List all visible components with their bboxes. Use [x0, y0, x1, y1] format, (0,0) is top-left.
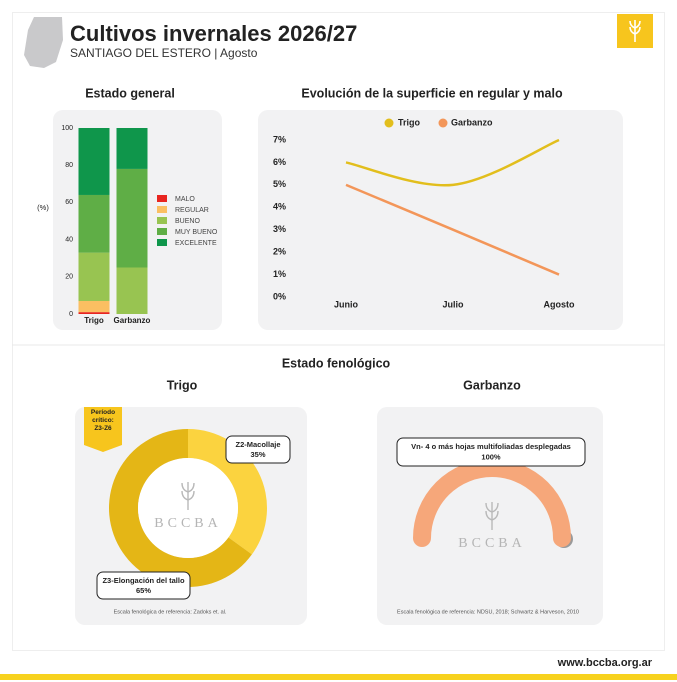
x-tick-label: Garbanzo	[114, 316, 151, 325]
y-tick-label: 0%	[273, 291, 286, 301]
callout-box	[96, 571, 191, 600]
legend-label: MUY BUENO	[175, 229, 218, 236]
callout-value: 100%	[481, 453, 501, 462]
y-tick-label: 7%	[273, 134, 286, 144]
bar-segment	[116, 168, 148, 268]
callout-value: 65%	[136, 586, 151, 595]
legend-label: EXCELENTE	[175, 240, 217, 247]
line	[345, 138, 560, 187]
callout-label: Z2-Macollaje	[235, 440, 280, 449]
frame	[12, 12, 665, 651]
note: Escala fenológica de referencia: Zadoks …	[114, 609, 227, 615]
gauge-arc	[413, 459, 571, 547]
chart-title: Trigo	[167, 378, 198, 392]
callout-label: Vn- 4 o más hojas multifoliadas desplega…	[411, 442, 571, 451]
watermark-icon	[181, 482, 195, 510]
legend-marker	[384, 118, 394, 128]
y-tick-label: 0	[69, 311, 73, 318]
bar-segment	[116, 267, 148, 314]
icon-grain	[181, 482, 195, 501]
legend-label: BUENO	[175, 218, 200, 225]
line	[345, 183, 560, 276]
legend-swatch	[157, 228, 167, 235]
x-tick-label: Julio	[442, 299, 464, 309]
page-subtitle: SANTIAGO DEL ESTERO | Agosto	[70, 46, 258, 60]
x-tick-label: Agosto	[544, 299, 575, 309]
legend-label: REGULAR	[175, 207, 209, 214]
icon-grain	[485, 502, 499, 521]
legend-marker	[438, 118, 448, 128]
legend-swatch	[157, 195, 167, 202]
note: Escala fenológica de referencia: NDSU, 2…	[397, 609, 579, 615]
y-tick-label: 4%	[273, 202, 286, 212]
callout-value: 35%	[250, 450, 265, 459]
province-map	[24, 17, 63, 68]
bar-segment	[78, 194, 110, 253]
legend-label: MALO	[175, 196, 195, 203]
watermark-icon	[485, 502, 499, 530]
bar-segment	[116, 128, 148, 169]
y-tick-label: 80	[65, 162, 73, 169]
footer-bar	[0, 674, 677, 680]
callout-label: Z3-Elongación del tallo	[102, 576, 185, 585]
annotation-flag	[84, 407, 122, 452]
y-tick-label: 3%	[273, 224, 286, 234]
callout-box	[225, 435, 291, 464]
y-tick-label: 40	[65, 236, 73, 243]
annotation-text: Período crítico: Z3-Z6	[90, 409, 116, 432]
y-axis-label: (%)	[37, 203, 49, 212]
bar-segment	[78, 128, 110, 195]
watermark: BCCBA	[458, 536, 525, 551]
chart-title: Evolución de la superficie en regular y …	[301, 86, 563, 100]
legend-label: Trigo	[398, 117, 421, 127]
x-tick-label: Trigo	[84, 316, 104, 325]
callout-box	[396, 437, 586, 467]
y-tick-label: 2%	[273, 247, 286, 257]
logo-wheat	[629, 20, 641, 42]
bar-segment	[78, 300, 110, 313]
legend-swatch	[157, 239, 167, 246]
pie-slice	[109, 429, 252, 587]
bar-segment	[78, 252, 110, 301]
page-title: Cultivos invernales 2026/27	[70, 21, 357, 46]
legend-label: Garbanzo	[451, 117, 493, 127]
y-tick-label: 5%	[273, 179, 286, 189]
bar-segment	[78, 312, 110, 314]
footer: www.bccba.org.ar	[557, 657, 653, 669]
watermark: BCCBA	[154, 516, 221, 531]
y-tick-label: 6%	[273, 157, 286, 167]
chart-title: Estado general	[85, 86, 175, 100]
chart-title: Garbanzo	[463, 378, 521, 392]
y-tick-label: 60	[65, 199, 73, 206]
panel	[258, 110, 623, 330]
legend-swatch	[157, 217, 167, 224]
y-tick-label: 1%	[273, 269, 286, 279]
x-tick-label: Junio	[334, 299, 359, 309]
legend-swatch	[157, 206, 167, 213]
section-title: Estado fenológico	[282, 356, 391, 370]
annotation: Período crítico: Z3-Z6	[90, 409, 116, 432]
y-tick-label: 20	[65, 274, 73, 281]
y-tick-label: 100	[61, 125, 73, 132]
